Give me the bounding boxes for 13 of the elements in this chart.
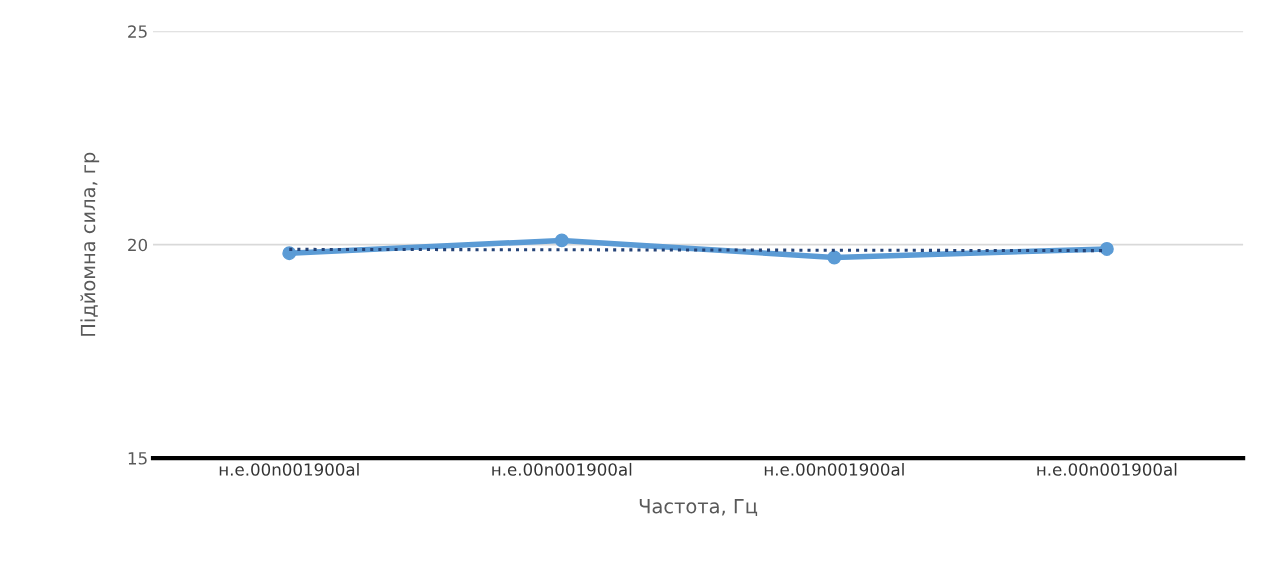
point bbox=[554, 233, 569, 248]
point bbox=[282, 246, 297, 261]
x-tick-label: н.е.00n001900al bbox=[219, 462, 359, 476]
y-tick-label: 20 bbox=[128, 238, 148, 252]
x-tick-label: н.е.00n001900al bbox=[764, 462, 904, 476]
y-axis-title: Підйомна сила, гр bbox=[80, 152, 100, 336]
point bbox=[1099, 241, 1114, 256]
x-axis-title: Частота, Гц bbox=[639, 499, 758, 516]
y-tick-label: 25 bbox=[128, 25, 147, 38]
x-tick-label: н.е.00n001900al bbox=[1037, 462, 1177, 476]
x-tick-label: н.е.00n001900al bbox=[492, 462, 632, 476]
point bbox=[827, 250, 842, 265]
y-tick-label: 15 bbox=[128, 452, 147, 465]
